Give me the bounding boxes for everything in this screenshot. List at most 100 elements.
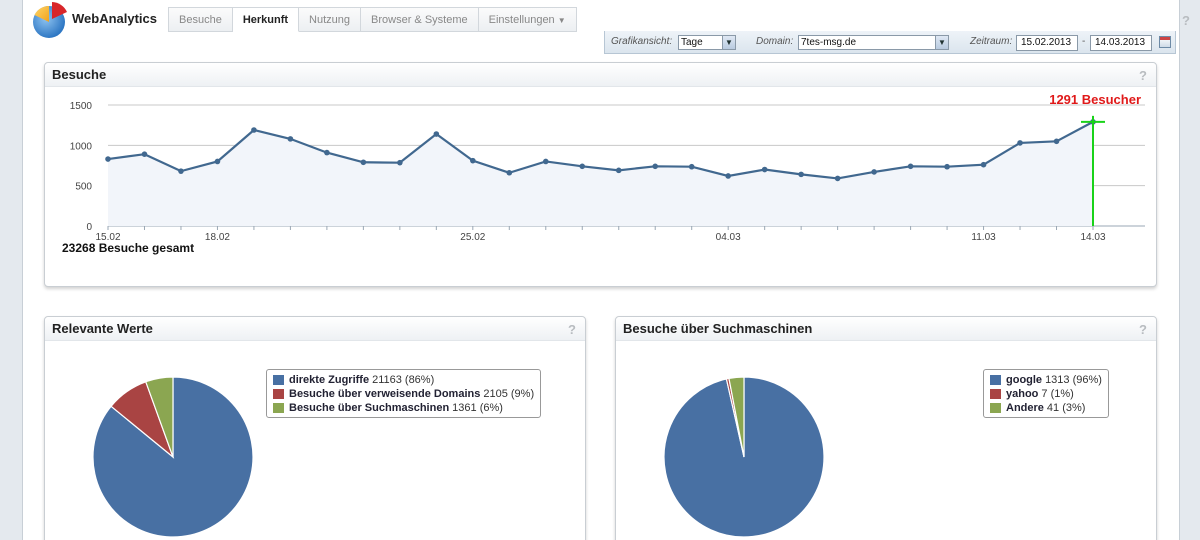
data-point (542, 158, 549, 165)
help-icon[interactable]: ? (1182, 13, 1190, 28)
data-point (178, 168, 184, 174)
x-tick-label: 11.03 (971, 232, 996, 241)
pie-slice (728, 376, 745, 458)
data-point (615, 167, 622, 174)
relevant-values-pie-chart (92, 376, 254, 538)
help-icon[interactable]: ? (1139, 68, 1147, 83)
top-bar: WebAnalytics Besuche Herkunft Nutzung Br… (22, 2, 1190, 38)
data-point (871, 169, 877, 175)
tab-label: Herkunft (242, 14, 289, 26)
help-icon[interactable]: ? (568, 322, 576, 337)
panel-title: Besuche über Suchmaschinen (616, 317, 1156, 341)
help-icon[interactable]: ? (1139, 322, 1147, 337)
chevron-down-icon: ▼ (935, 36, 948, 49)
tab-herkunft[interactable]: Herkunft (232, 7, 300, 32)
calendar-icon[interactable] (1159, 36, 1171, 48)
view-select-value: Tage (681, 37, 703, 48)
legend-label: direkte Zugriffe (289, 374, 370, 386)
relevant-values-panel: Relevante Werte ? direkte Zugriffe 21163… (44, 316, 586, 540)
data-point (360, 159, 367, 166)
date-separator: - (1082, 36, 1086, 47)
data-point (141, 151, 148, 158)
data-point (652, 163, 659, 170)
data-point (579, 163, 586, 170)
y-tick-label: 1000 (70, 141, 93, 152)
chevron-down-icon: ▼ (557, 16, 566, 25)
legend-item: Andere 41 (3%) (990, 401, 1102, 415)
series-line (107, 120, 1094, 180)
data-point (725, 173, 731, 179)
view-select[interactable]: Tage ▼ (678, 35, 736, 50)
data-point (506, 169, 513, 176)
data-point (397, 159, 403, 166)
tab-nutzung[interactable]: Nutzung (299, 7, 362, 32)
data-point (433, 131, 440, 137)
filter-bar: Grafikansicht: Tage ▼ Domain: 7tes-msg.d… (604, 31, 1176, 54)
search-engines-legend: google 1313 (96%) yahoo 7 (1%) Andere 41… (983, 369, 1109, 418)
app-title: WebAnalytics (72, 11, 158, 26)
search-engines-panel: Besuche über Suchmaschinen ? google 1313… (615, 316, 1157, 540)
legend-swatch (273, 375, 284, 385)
date-to-input[interactable]: 14.03.2013 (1090, 35, 1152, 51)
tab-label: Browser & Systeme (371, 14, 468, 26)
panel-title: Besuche (45, 63, 1156, 87)
data-point (761, 166, 768, 173)
data-point (907, 163, 914, 170)
pie-slice (145, 376, 174, 458)
relevant-values-legend: direkte Zugriffe 21163 (86%) Besuche übe… (266, 369, 542, 418)
legend-value: 1361 (6%) (452, 402, 503, 414)
data-point (1053, 138, 1060, 145)
legend-swatch (273, 389, 284, 399)
search-engines-pie-chart (663, 376, 825, 538)
legend-label: Besuche über Suchmaschinen (289, 402, 450, 414)
data-point (688, 163, 695, 170)
view-label: Grafikansicht: (611, 36, 673, 47)
legend-swatch (990, 375, 1001, 385)
data-point (834, 175, 841, 182)
legend-swatch (990, 403, 1001, 413)
legend-swatch (990, 389, 1001, 399)
range-label: Zeitraum: (970, 36, 1013, 47)
x-tick-label: 15.02 (95, 232, 120, 241)
y-tick-label: 1500 (70, 101, 93, 112)
main-tabs: Besuche Herkunft Nutzung Browser & Syste… (168, 7, 577, 32)
legend-value: 41 (3%) (1046, 402, 1086, 414)
highlight-value-label: 1291 Besucher (1049, 92, 1141, 107)
legend-label: yahoo (1006, 388, 1039, 400)
x-tick-label: 18.02 (205, 232, 230, 241)
domain-select[interactable]: 7tes-msg.de ▼ (798, 35, 949, 50)
legend-value: 21163 (86%) (372, 374, 435, 386)
y-tick-label: 500 (75, 182, 92, 193)
x-tick-label: 04.03 (716, 232, 741, 241)
tab-label: Einstellungen (488, 14, 555, 26)
chevron-down-icon: ▼ (722, 36, 735, 49)
data-point (980, 161, 987, 168)
domain-label: Domain: (756, 36, 794, 47)
date-from-input[interactable]: 15.02.2013 (1016, 35, 1078, 51)
legend-label: Besuche über verweisende Domains (289, 388, 481, 400)
visits-line-chart: 0 500 1000 1500 15.02 18.02 25.02 04.03 11.03 14.… (70, 92, 1145, 241)
tab-besuche[interactable]: Besuche (168, 7, 233, 32)
data-point (251, 127, 257, 133)
panel-title: Relevante Werte (45, 317, 585, 341)
domain-select-value: 7tes-msg.de (801, 37, 857, 48)
legend-item: Besuche über verweisende Domains 2105 (9… (273, 387, 534, 401)
legend-item: yahoo 7 (1%) (990, 387, 1102, 401)
legend-item: direkte Zugriffe 21163 (86%) (273, 373, 534, 387)
tab-label: Besuche (179, 14, 222, 26)
tab-einstellungen[interactable]: Einstellungen ▼ (478, 7, 577, 32)
data-point (944, 163, 950, 170)
data-point (214, 158, 221, 165)
visits-total-summary: 23268 Besuche gesamt (62, 241, 195, 255)
data-point (470, 157, 476, 164)
data-point (798, 171, 804, 178)
legend-item: Besuche über Suchmaschinen 1361 (6%) (273, 401, 534, 415)
tab-browser-systeme[interactable]: Browser & Systeme (361, 7, 479, 32)
legend-value: 2105 (9%) (483, 388, 535, 400)
series-area (108, 121, 1093, 226)
x-tick-label: 14.03 (1080, 232, 1105, 241)
legend-swatch (273, 403, 284, 413)
pie-chart-logo-icon (33, 2, 67, 38)
legend-item: google 1313 (96%) (990, 373, 1102, 387)
data-point (1017, 140, 1023, 146)
